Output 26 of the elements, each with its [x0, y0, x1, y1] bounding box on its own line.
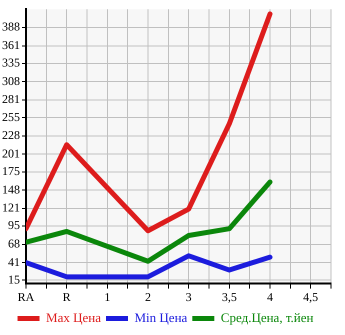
y-tick-label: 95 — [8, 218, 20, 232]
x-tick-label: 1 — [104, 290, 110, 304]
x-tick-label: 3,5 — [222, 290, 237, 304]
y-tick-label: 68 — [8, 236, 20, 250]
x-tick-label: 3 — [186, 290, 192, 304]
y-tick-label: 175 — [2, 164, 20, 178]
x-tick-label: RA — [18, 290, 35, 304]
y-tick-label: 281 — [2, 92, 20, 106]
y-tick-label: 121 — [2, 200, 20, 215]
y-tick-label: 148 — [2, 182, 20, 196]
x-tick-label: 4 — [267, 290, 273, 304]
legend-label: Max Цена — [46, 310, 102, 325]
x-tick-label: R — [62, 290, 71, 304]
y-tick-label: 308 — [2, 74, 20, 88]
legend-label: Сред.Цена, т.йен — [220, 310, 314, 325]
y-tick-label: 41 — [8, 254, 20, 269]
y-tick-label: 335 — [2, 56, 20, 70]
y-tick-label: 361 — [2, 38, 20, 52]
y-tick-label: 255 — [2, 110, 20, 124]
legend-label: Min Цена — [134, 310, 188, 325]
x-tick-label: 2 — [145, 290, 151, 304]
y-tick-label: 15 — [8, 272, 20, 286]
y-tick-label: 388 — [2, 20, 20, 34]
y-tick-label: 228 — [2, 128, 20, 142]
y-tick-label: 201 — [2, 146, 20, 160]
x-tick-label: 4,5 — [303, 290, 318, 304]
